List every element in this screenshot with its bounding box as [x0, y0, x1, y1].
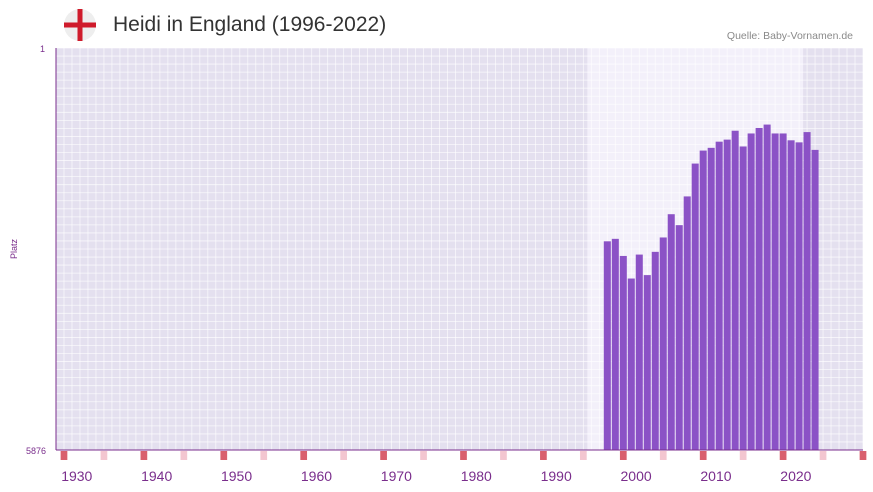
england-flag-icon — [64, 9, 96, 41]
half-decade-marker — [260, 451, 268, 460]
data-bar — [811, 149, 819, 450]
data-bar — [723, 139, 731, 451]
data-bar — [739, 146, 747, 450]
x-tick-label: 1980 — [461, 468, 492, 484]
data-bar — [731, 130, 739, 450]
decade-marker — [699, 451, 707, 460]
chart-title: Heidi in England (1996-2022) — [113, 13, 387, 36]
data-bar — [635, 254, 643, 450]
half-decade-marker — [180, 451, 188, 460]
data-bar — [771, 133, 779, 450]
data-bar — [755, 127, 763, 451]
data-bar — [795, 142, 803, 450]
y-tick-label: 1 — [40, 44, 45, 54]
x-tick-label: 1990 — [541, 468, 572, 484]
data-bar — [747, 133, 755, 450]
data-bar — [651, 251, 659, 450]
x-tick-label: 2010 — [700, 468, 731, 484]
half-decade-marker — [739, 451, 747, 460]
half-decade-marker — [100, 451, 108, 460]
decade-marker — [460, 451, 467, 460]
source-credit: Quelle: Baby-Vornamen.de — [726, 30, 853, 42]
decade-marker — [540, 451, 547, 460]
half-decade-marker — [659, 451, 667, 460]
data-bar — [787, 140, 795, 451]
data-bar — [779, 133, 787, 450]
data-bar — [763, 124, 771, 450]
data-bar — [659, 237, 667, 450]
data-bar — [691, 163, 699, 450]
x-tick-label: 2020 — [780, 468, 811, 484]
half-decade-marker — [340, 451, 347, 460]
decade-marker — [859, 451, 867, 460]
decade-marker — [300, 451, 308, 460]
y-tick-label: 5876 — [26, 446, 46, 456]
decade-marker — [220, 451, 228, 460]
half-decade-marker — [500, 451, 507, 460]
x-tick-label: 1960 — [301, 468, 332, 484]
data-bar — [707, 147, 715, 450]
data-bar — [603, 241, 611, 450]
y-axis-label: Platz — [9, 238, 19, 259]
half-decade-marker — [819, 451, 827, 460]
data-bar — [643, 275, 651, 450]
decade-marker — [779, 451, 787, 460]
decade-marker — [380, 451, 387, 460]
data-bar — [699, 150, 707, 450]
half-decade-marker — [420, 451, 427, 460]
decade-marker — [60, 451, 68, 460]
data-bar — [611, 238, 619, 450]
decade-marker — [140, 451, 148, 460]
data-bar — [803, 132, 811, 451]
half-decade-marker — [579, 451, 587, 460]
data-bar — [619, 255, 627, 450]
data-bar — [715, 141, 723, 450]
x-tick-label: 1940 — [141, 468, 172, 484]
x-tick-label: 1950 — [221, 468, 252, 484]
data-bar — [675, 225, 683, 450]
data-bar — [627, 278, 635, 450]
data-bar — [683, 196, 691, 450]
x-tick-label: 2000 — [621, 468, 652, 484]
x-tick-label: 1970 — [381, 468, 412, 484]
x-tick-label: 1930 — [61, 468, 92, 484]
decade-marker — [619, 451, 627, 460]
data-bar — [667, 214, 675, 450]
chart-header: Heidi in England (1996-2022) Quelle: Bab… — [0, 0, 873, 48]
